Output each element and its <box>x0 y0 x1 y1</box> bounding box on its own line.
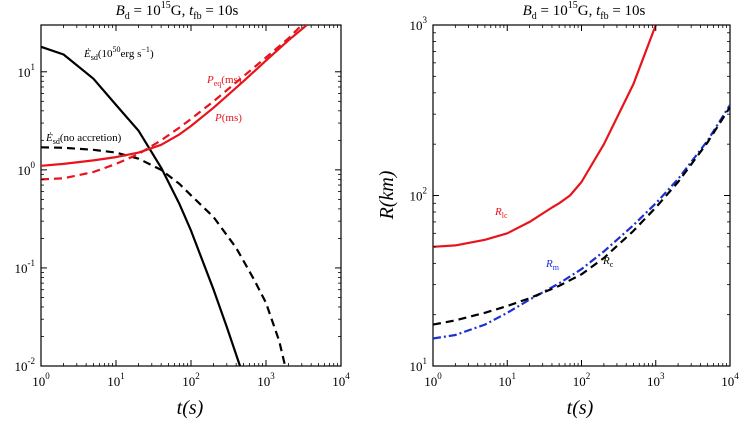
y-tick-label: 102 <box>410 186 428 204</box>
right-panel-title: Bd = 1015G, tfb = 10s <box>523 0 646 22</box>
right-ylabel: R(km) <box>376 170 398 220</box>
x-tick-label: 102 <box>182 371 200 389</box>
y-tick-label: 103 <box>410 15 428 33</box>
x-tick-label: 104 <box>721 371 739 389</box>
y-tick-label: 100 <box>18 160 36 178</box>
y-tick-label: 101 <box>410 356 428 374</box>
panel1-series-2 <box>433 106 730 326</box>
right-series-layer <box>433 25 730 340</box>
panel1-series-0 <box>433 25 657 248</box>
y-tick-label: 10-1 <box>15 258 36 276</box>
annotation-p: P(ms) <box>214 112 242 124</box>
left-panel-title: Bd = 1015G, tfb = 10s <box>116 0 239 22</box>
x-tick-label: 103 <box>647 371 665 389</box>
annotation-r-lc: Rlc <box>494 206 508 220</box>
annotation-r-m: Rm <box>545 258 560 272</box>
panel0-series-1 <box>41 146 287 366</box>
right-xlabel: t(s) <box>567 397 594 419</box>
annotation-r-c: Rc <box>602 255 614 269</box>
x-tick-label: 101 <box>107 371 125 389</box>
x-tick-label: 101 <box>499 371 517 389</box>
x-tick-label: 102 <box>573 371 591 389</box>
x-tick-label: 100 <box>424 371 442 389</box>
x-tick-label: 103 <box>257 371 275 389</box>
annotation-edot-sd-no-accretion: Ėsd(no accretion) <box>45 132 122 146</box>
panel0-series-2 <box>41 25 308 167</box>
y-tick-label: 101 <box>18 62 36 80</box>
y-tick-label: 10-2 <box>15 356 36 374</box>
panel1-series-1 <box>433 104 730 340</box>
panel0-series-0 <box>41 45 242 366</box>
annotation-edot-sd: Ėsd(1050erg s−1) <box>83 45 154 62</box>
left-xlabel: t(s) <box>177 397 204 419</box>
x-tick-label: 104 <box>332 371 350 389</box>
annotation-p-eq: Peq(ms) <box>206 74 242 88</box>
left-tick-layer: 100 101 102 103 104 10-2 10-1 100 101 <box>15 25 350 389</box>
left-series-layer <box>41 25 308 366</box>
panel0-series-3 <box>41 25 303 181</box>
right-panel: Bd = 1015G, tfb = 10s 100 101 102 103 104101… <box>376 0 739 419</box>
left-panel: Bd = 1015G, tfb = 10s 100 101 102 103 104 10-… <box>15 0 351 419</box>
x-tick-label: 100 <box>32 371 50 389</box>
